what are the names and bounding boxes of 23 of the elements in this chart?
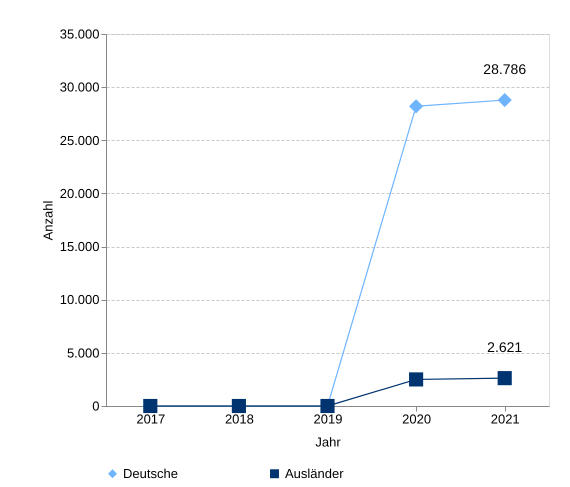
x-tick-label: 2018: [224, 412, 254, 426]
point: [498, 371, 512, 386]
y-tick-label: 10.000: [60, 292, 100, 308]
point: [409, 99, 424, 114]
y-tick-label: 35.000: [60, 26, 100, 42]
y-tick-label: 30.000: [60, 80, 100, 95]
x-tick-label: 2019: [314, 412, 342, 426]
data-label: 28.786: [483, 61, 526, 78]
y-axis-title: Anzahl: [40, 200, 56, 240]
y-tick-label: 25.000: [60, 132, 100, 148]
point: [409, 372, 424, 386]
y-tick-label: 20.000: [60, 186, 100, 201]
x-tick-label: 2020: [402, 412, 432, 426]
data-label: 2.621: [487, 339, 522, 356]
y-tick-label: 0: [92, 398, 100, 414]
y-tick-label: 15.000: [60, 239, 100, 254]
y-tick-label: 5.000: [66, 345, 100, 360]
legend-label: Ausländer: [285, 466, 344, 481]
x-tick-label: 2021: [490, 412, 520, 426]
x-axis-title: Jahr: [315, 434, 342, 450]
point: [498, 92, 512, 108]
x-tick-label: 2017: [136, 412, 166, 426]
legend-label: Deutsche: [123, 466, 178, 481]
